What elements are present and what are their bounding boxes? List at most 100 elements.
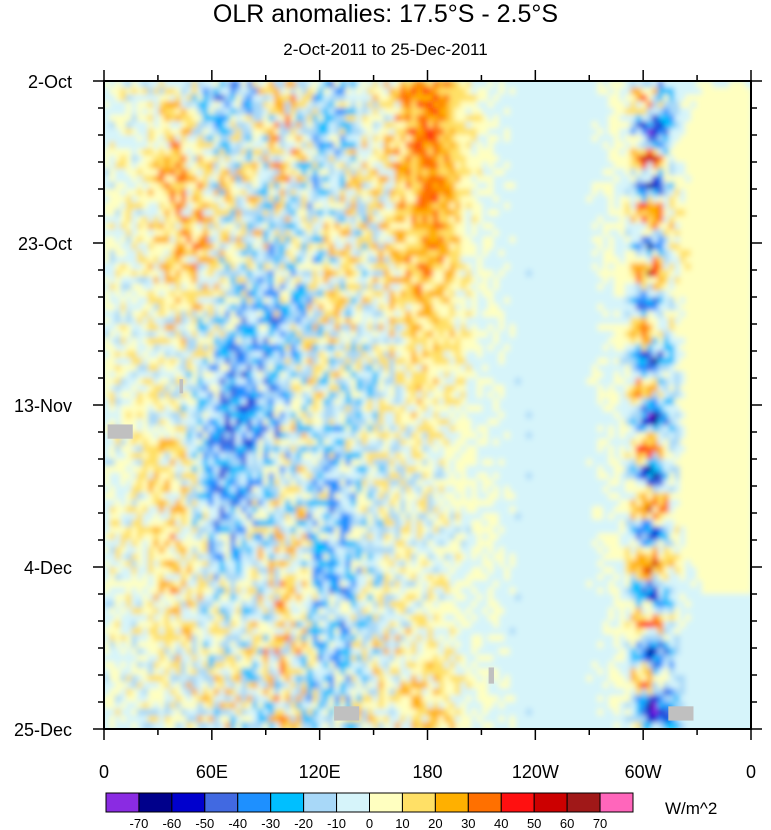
field-cell: [241, 290, 248, 298]
field-cell: [142, 317, 149, 325]
field-cell: [312, 81, 319, 89]
field-cell: [394, 128, 401, 136]
field-cell: [597, 351, 604, 359]
field-cell: [197, 263, 204, 271]
field-cell: [180, 357, 187, 366]
field-cell: [531, 297, 538, 305]
field-cell: [109, 249, 116, 258]
field-cell: [295, 121, 302, 129]
field-cell: [635, 344, 642, 352]
field-cell: [295, 175, 302, 183]
field-cell: [208, 276, 215, 285]
field-cell: [164, 249, 171, 258]
field-cell: [471, 357, 478, 366]
field-cell: [142, 344, 149, 352]
field-cell: [460, 249, 467, 258]
field-cell: [169, 101, 176, 109]
field-cell: [570, 81, 577, 89]
field-cell: [619, 249, 626, 258]
field-cell: [345, 317, 352, 325]
field-cell: [465, 168, 472, 177]
field-cell: [641, 283, 648, 291]
field-cell: [345, 162, 352, 170]
field-cell: [608, 337, 615, 345]
field-cell: [197, 303, 204, 312]
field-cell: [389, 121, 396, 129]
field-cell: [630, 209, 637, 217]
field-cell: [531, 330, 538, 339]
field-cell: [509, 337, 516, 345]
field-cell: [504, 94, 511, 102]
field-cell: [509, 182, 516, 190]
field-cell: [164, 283, 171, 291]
field-cell: [202, 344, 209, 352]
field-cell: [504, 216, 511, 224]
field-cell: [131, 94, 138, 102]
field-cell: [613, 216, 620, 224]
field-cell: [498, 202, 505, 210]
field-cell: [224, 337, 231, 345]
field-cell: [679, 168, 686, 177]
field-cell: [394, 283, 401, 291]
field-cell: [257, 297, 264, 305]
field-cell: [241, 141, 248, 150]
field-cell: [635, 202, 642, 210]
field-cell: [581, 182, 588, 190]
field-cell: [597, 283, 604, 291]
field-cell: [213, 297, 220, 305]
field-cell: [548, 357, 555, 366]
field-cell: [679, 182, 686, 190]
field-cell: [718, 189, 725, 197]
field-cell: [317, 168, 324, 177]
field-cell: [740, 135, 747, 143]
field-cell: [619, 81, 626, 89]
field-cell: [114, 357, 122, 366]
field-cell: [197, 81, 204, 89]
field-cell: [712, 202, 719, 210]
field-cell: [279, 209, 286, 217]
field-cell: [246, 87, 253, 96]
field-cell: [531, 236, 538, 244]
field-cell: [718, 128, 725, 136]
field-cell: [175, 303, 182, 312]
field-cell: [268, 108, 275, 116]
field-cell: [400, 249, 407, 258]
field-cell: [290, 155, 297, 163]
field-cell: [553, 276, 560, 285]
field-cell: [114, 229, 122, 237]
field-cell: [487, 276, 494, 285]
field-cell: [125, 330, 133, 339]
field-cell: [367, 236, 374, 244]
field-cell: [619, 324, 626, 332]
field-cell: [493, 276, 500, 285]
field-cell: [257, 276, 264, 285]
field-cell: [581, 337, 588, 345]
field-cell: [339, 87, 346, 96]
field-cell: [279, 155, 286, 163]
field-cell: [718, 344, 725, 352]
field-cell: [405, 94, 412, 102]
field-cell: [581, 324, 588, 332]
field-cell: [202, 155, 209, 163]
field-cell: [624, 81, 631, 89]
field-cell: [591, 162, 599, 170]
field-cell: [389, 283, 396, 291]
field-cell: [718, 276, 725, 285]
field-cell: [125, 249, 133, 258]
field-cell: [197, 324, 204, 332]
field-cell: [432, 270, 440, 278]
field-cell: [597, 249, 604, 258]
field-cell: [383, 189, 390, 197]
field-cell: [454, 229, 461, 237]
field-cell: [422, 337, 429, 345]
field-cell: [350, 236, 357, 244]
field-cell: [361, 337, 368, 345]
field-cell: [372, 216, 379, 224]
field-cell: [745, 94, 751, 102]
field-cell: [548, 168, 555, 177]
field-cell: [559, 290, 566, 298]
field-cell: [586, 263, 593, 271]
field-cell: [241, 189, 248, 197]
field-cell: [718, 141, 725, 150]
field-cell: [487, 249, 494, 258]
